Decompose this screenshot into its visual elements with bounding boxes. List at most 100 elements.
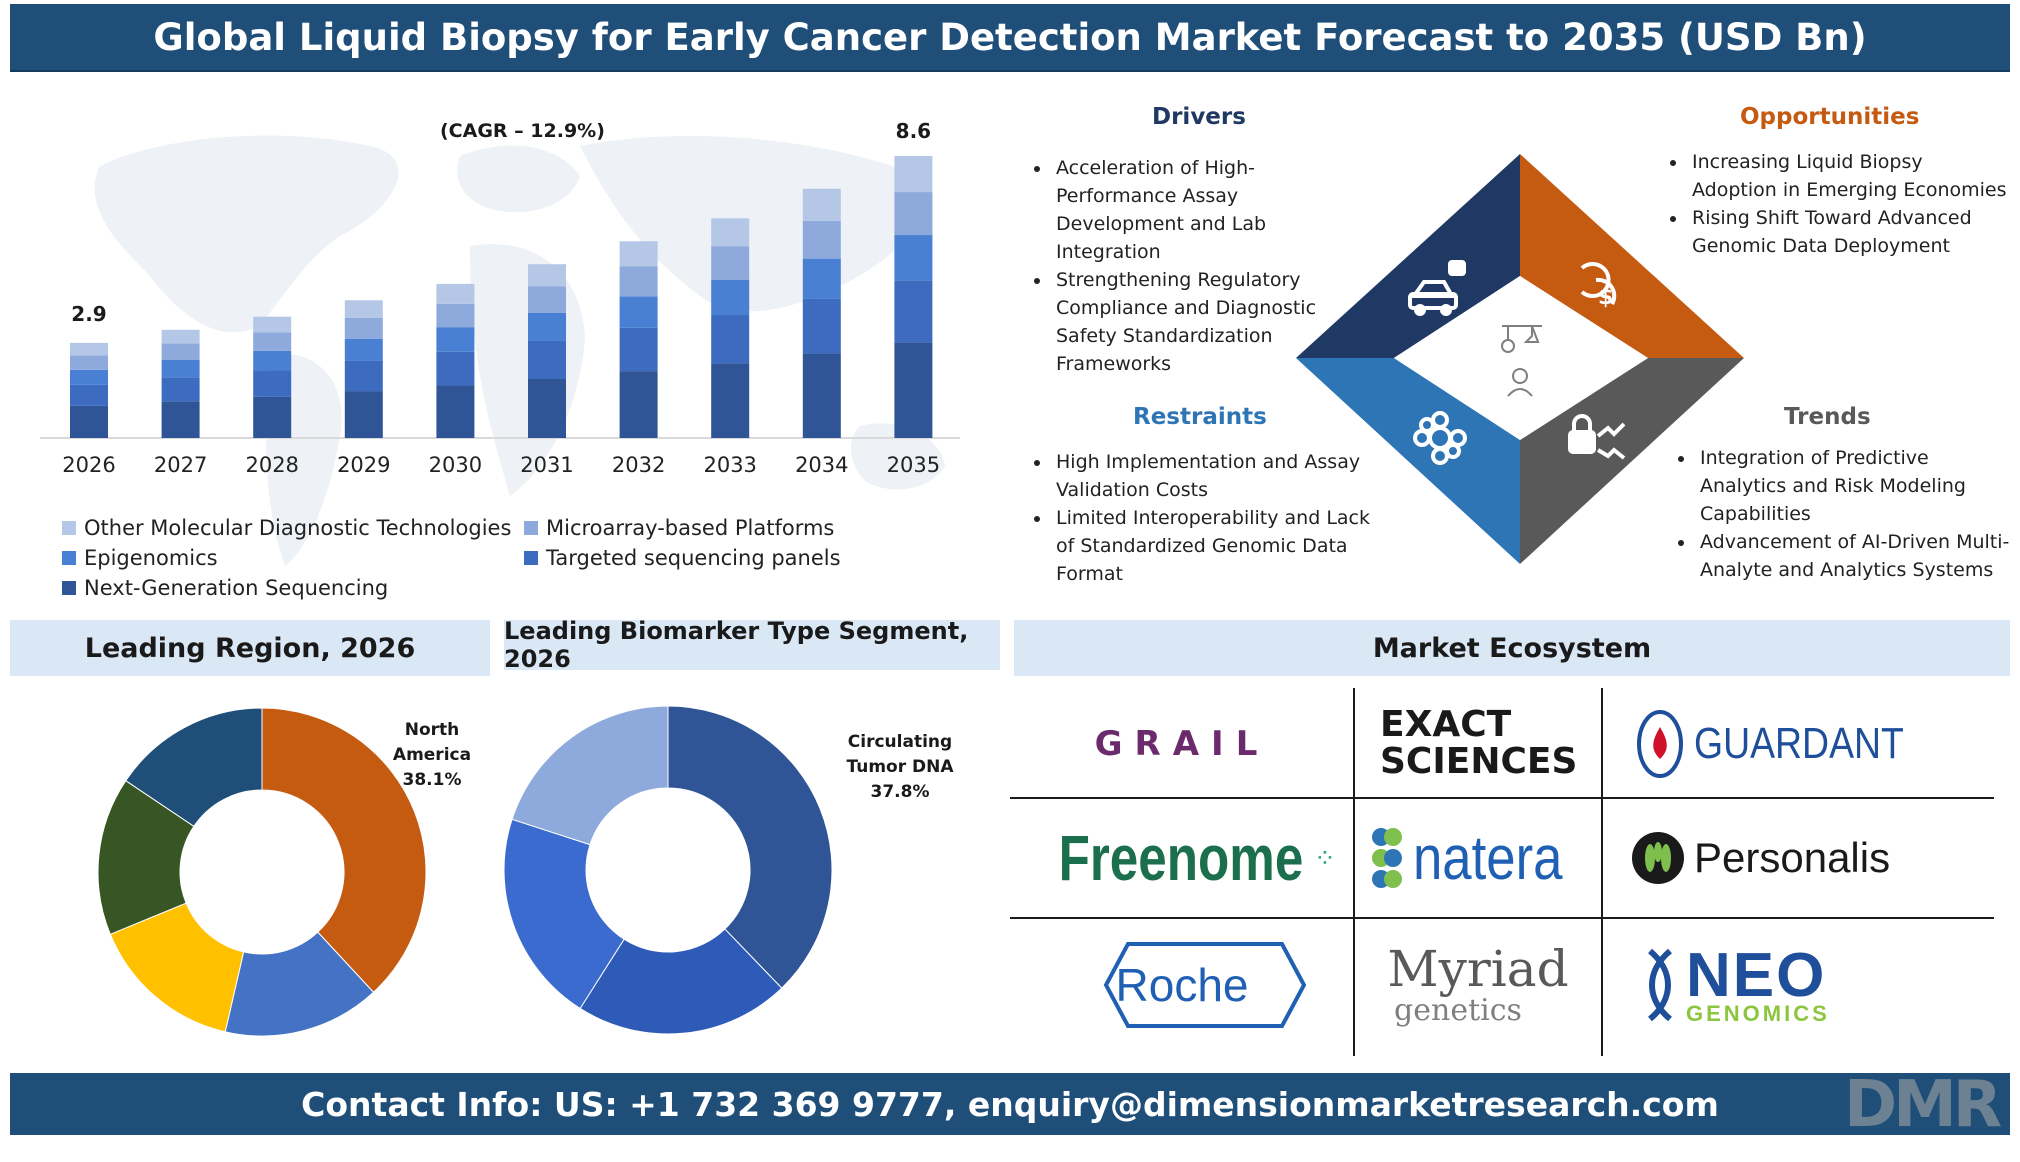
bar-segment bbox=[894, 235, 933, 281]
region-label-line: America bbox=[392, 745, 472, 765]
bar-segment bbox=[619, 327, 658, 372]
donut-slice bbox=[503, 818, 625, 1010]
bar-segment bbox=[711, 279, 750, 316]
x-tick-label: 2026 bbox=[62, 453, 115, 477]
diamond-center bbox=[1394, 276, 1648, 440]
legend-swatch bbox=[524, 551, 538, 565]
bar-segment bbox=[802, 188, 841, 221]
bar-segment bbox=[253, 332, 292, 351]
opportunities-item: Rising Shift Toward Advanced Genomic Dat… bbox=[1688, 204, 2008, 260]
natera-logo-text: natera bbox=[1413, 823, 1563, 893]
personalis-logo-text: Personalis bbox=[1694, 834, 1891, 881]
bar-segment bbox=[436, 327, 475, 352]
grail-logo: GRAIL bbox=[1010, 690, 1354, 798]
bar-segment bbox=[70, 384, 108, 406]
x-tick-label: 2034 bbox=[795, 453, 848, 477]
bar-segment bbox=[802, 258, 841, 299]
bar-segment bbox=[344, 360, 383, 392]
legend-item-microarray: Microarray-based Platforms bbox=[524, 516, 834, 540]
personalis-logo: Personalis bbox=[1602, 800, 1982, 916]
donut-slice bbox=[261, 707, 427, 993]
region-label-value: 38.1% bbox=[402, 770, 462, 790]
dmr-logo: DMR bbox=[1844, 1068, 2002, 1142]
drivers-item: Strengthening Regulatory Compliance and … bbox=[1052, 266, 1352, 378]
bar-segment bbox=[711, 246, 750, 280]
money-cycle-icon: $ bbox=[1580, 262, 1617, 310]
bar-segment bbox=[161, 401, 200, 438]
bar-segment bbox=[253, 350, 292, 371]
myriad-logo-line: genetics bbox=[1394, 993, 1522, 1028]
legend-swatch bbox=[62, 551, 76, 565]
bar-segment bbox=[619, 266, 658, 297]
neo-genomics-logo: NEO GENOMICS bbox=[1602, 920, 1982, 1050]
bar-segment bbox=[528, 264, 566, 287]
exact-logo-line: EXACT bbox=[1380, 704, 1512, 745]
bar-segment bbox=[894, 280, 933, 343]
bar-segment bbox=[70, 355, 108, 370]
x-tick-label: 2030 bbox=[429, 453, 482, 477]
analyst-icon bbox=[1501, 325, 1542, 397]
bar-segment bbox=[802, 353, 841, 438]
svg-text:$: $ bbox=[1598, 285, 1613, 310]
cagr-label: (CAGR – 12.9%) bbox=[440, 120, 605, 142]
region-donut-label: North America 38.1% bbox=[388, 718, 476, 793]
grail-logo-text: GRAIL bbox=[1094, 724, 1270, 764]
natera-dna-icon bbox=[1372, 828, 1403, 888]
exact-logo-line: SCIENCES bbox=[1380, 741, 1578, 782]
bar-segment bbox=[619, 296, 658, 328]
donut-slice bbox=[511, 705, 669, 846]
opportunities-list: Increasing Liquid Biopsy Adoption in Eme… bbox=[1658, 148, 2008, 260]
legend-swatch bbox=[62, 581, 76, 595]
biomarker-label-value: 37.8% bbox=[870, 782, 930, 802]
bar-segment bbox=[344, 338, 383, 361]
personalis-icon bbox=[1632, 832, 1684, 884]
myriad-logo: Myriad genetics bbox=[1354, 920, 1602, 1050]
bar-segment bbox=[711, 218, 750, 247]
x-tick-label: 2032 bbox=[612, 453, 665, 477]
roche-logo: Roche bbox=[1010, 920, 1354, 1050]
bar-segment bbox=[436, 351, 475, 386]
legend-item-ngs: Next-Generation Sequencing bbox=[62, 576, 388, 600]
bar-segment bbox=[894, 342, 933, 438]
freenome-dots-icon: ⁘ bbox=[1314, 842, 1336, 873]
guardant-logo-text: GUARDANT bbox=[1694, 719, 1904, 768]
bar-segment bbox=[253, 396, 292, 438]
neo-logo-line: NEO bbox=[1686, 941, 1827, 1010]
bar-segment bbox=[253, 316, 292, 333]
restraints-item: Limited Interoperability and Lack of Sta… bbox=[1052, 504, 1392, 588]
ecosystem-grid-lines bbox=[1010, 688, 1994, 1056]
x-tick-label: 2031 bbox=[520, 453, 573, 477]
x-tick-label: 2027 bbox=[154, 453, 207, 477]
bar-segment bbox=[711, 363, 750, 438]
x-tick-label: 2029 bbox=[337, 453, 390, 477]
page-title: Global Liquid Biopsy for Early Cancer De… bbox=[10, 4, 2010, 72]
legend-swatch bbox=[62, 521, 76, 535]
trends-item: Advancement of AI-Driven Multi-Analyte a… bbox=[1696, 528, 2016, 584]
bar-segment bbox=[70, 369, 108, 385]
myriad-logo-line: Myriad bbox=[1387, 940, 1569, 998]
restraints-quadrant bbox=[1296, 358, 1520, 564]
data-label-last: 8.6 bbox=[896, 119, 931, 143]
bar-segment bbox=[619, 241, 658, 267]
bar-segment bbox=[344, 300, 383, 318]
robot-car-icon bbox=[1408, 260, 1466, 316]
region-section-header: Leading Region, 2026 bbox=[10, 620, 490, 676]
donut-slice bbox=[579, 928, 783, 1035]
freenome-logo-text: Freenome bbox=[1058, 822, 1304, 894]
donut-slice bbox=[97, 779, 195, 935]
biomarker-section-header: Leading Biomarker Type Segment, 2026 bbox=[504, 617, 1000, 673]
bar-segment bbox=[253, 370, 292, 397]
bar-segment bbox=[894, 156, 933, 193]
bar-chart-panel: 2026 2027 2028 2029 2030 2031 2032 2033 2034 2035… bbox=[40, 96, 1000, 616]
restraints-list: High Implementation and Assay Validation… bbox=[1022, 448, 1392, 588]
restraints-title: Restraints bbox=[1133, 404, 1267, 430]
opportunities-item: Increasing Liquid Biopsy Adoption in Eme… bbox=[1688, 148, 2008, 204]
drivers-list: Acceleration of High-Performance Assay D… bbox=[1022, 154, 1352, 378]
bar-segment bbox=[528, 340, 566, 379]
bar-segment bbox=[528, 378, 566, 438]
opportunities-quadrant bbox=[1520, 154, 1744, 358]
bar-segment bbox=[161, 343, 200, 360]
bar-segment bbox=[802, 298, 841, 354]
trends-title: Trends bbox=[1784, 404, 1871, 430]
trends-quadrant bbox=[1520, 358, 1744, 564]
